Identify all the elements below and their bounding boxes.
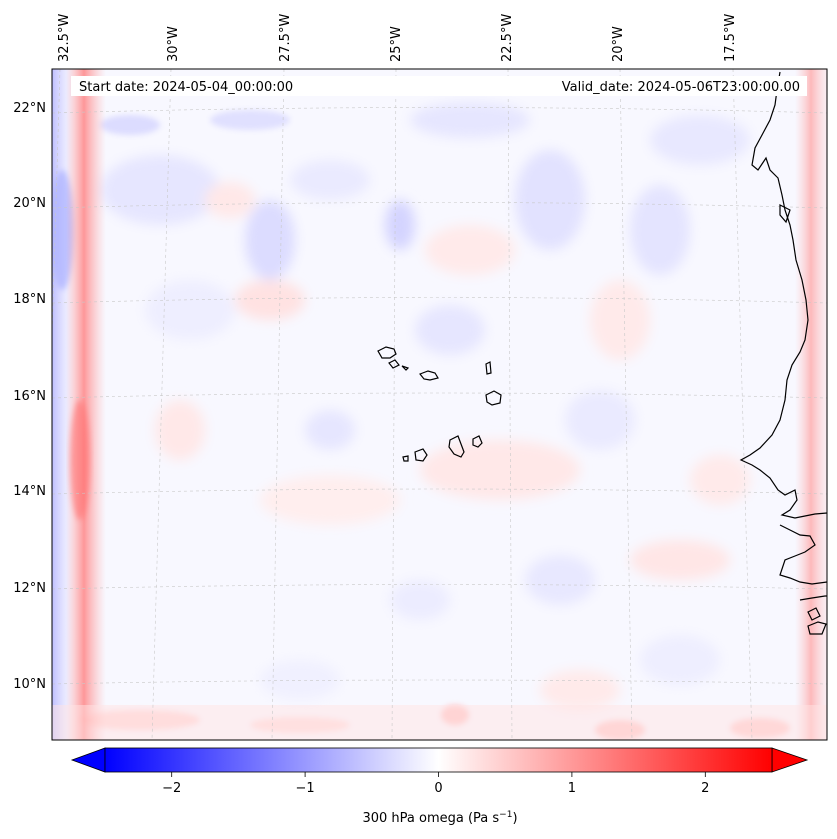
colorbar-gradient bbox=[104, 747, 773, 773]
lat-label: 18°N bbox=[13, 292, 46, 307]
colorbar-label-end: ) bbox=[512, 811, 517, 826]
lat-label: 12°N bbox=[13, 581, 46, 596]
start-date-text: Start date: 2024-05-04_00:00:00 bbox=[79, 80, 293, 95]
colorbar-ticks: −2 −1 0 1 2 bbox=[162, 772, 709, 796]
colorbar-tick-label: −1 bbox=[296, 781, 315, 796]
map-frame bbox=[51, 68, 828, 741]
lon-label: 22.5°W bbox=[500, 14, 515, 62]
lat-label: 20°N bbox=[13, 196, 46, 211]
colorbar-label-main: 300 hPa omega (Pa s bbox=[362, 811, 499, 826]
valid-date-text: Valid_date: 2024-05-06T23:00:00.00 bbox=[562, 80, 800, 95]
lat-label: 14°N bbox=[13, 484, 46, 499]
latitude-labels: 22°N 20°N 18°N 16°N 14°N 12°N 10°N bbox=[13, 101, 46, 692]
lon-label: 17.5°W bbox=[723, 14, 738, 62]
header-box bbox=[71, 76, 807, 96]
colorbar-tick-label: 0 bbox=[434, 781, 442, 796]
gridlines bbox=[52, 69, 827, 740]
lat-label: 22°N bbox=[13, 101, 46, 116]
lon-label: 32.5°W bbox=[57, 14, 72, 62]
colorbar-tick-label: 1 bbox=[568, 781, 576, 796]
colorbar-tick-label: 2 bbox=[701, 781, 709, 796]
lat-label: 10°N bbox=[13, 677, 46, 692]
colorbar-extend-min bbox=[70, 747, 106, 773]
lon-label: 30°W bbox=[166, 26, 181, 62]
colorbar-tick-label: −2 bbox=[162, 781, 181, 796]
colorbar-label-sup: −1 bbox=[499, 810, 512, 820]
colorbar-extend-max bbox=[771, 747, 809, 773]
lon-label: 20°W bbox=[611, 26, 626, 62]
colorbar: −2 −1 0 1 2 300 hPa omega (Pa s−1) bbox=[70, 747, 809, 826]
lon-label: 25°W bbox=[389, 26, 404, 62]
omega-field bbox=[52, 69, 827, 740]
longitude-labels: 32.5°W 30°W 27.5°W 25°W 22.5°W 20°W 17.5… bbox=[57, 14, 738, 62]
colorbar-label: 300 hPa omega (Pa s−1) bbox=[362, 810, 517, 826]
lat-label: 16°N bbox=[13, 389, 46, 404]
coastline bbox=[739, 71, 828, 635]
lon-label: 27.5°W bbox=[278, 14, 293, 62]
cape-verde-islands bbox=[377, 346, 502, 462]
